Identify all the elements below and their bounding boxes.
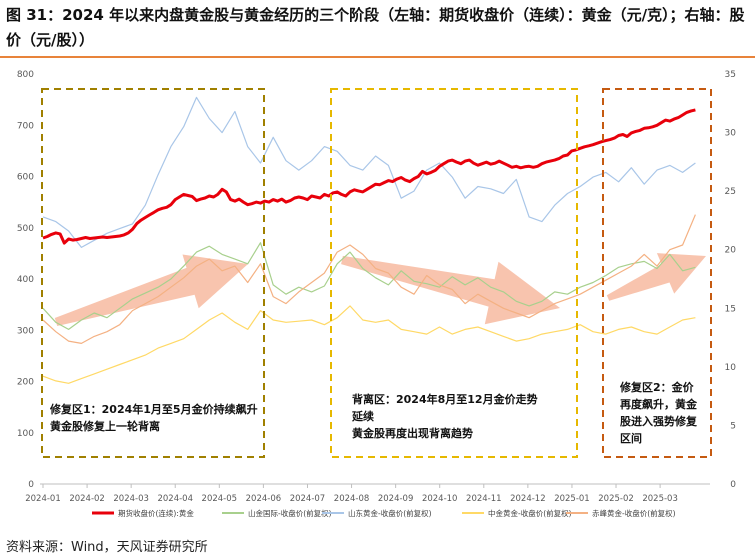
x-tick-label: 2024-10 xyxy=(422,494,458,504)
annotation-text: 黄金股修复上一轮背离 xyxy=(50,419,160,433)
x-tick-label: 2024-04 xyxy=(157,494,193,504)
y-left-tick-label: 200 xyxy=(17,378,34,388)
y-right-tick-label: 15 xyxy=(725,304,736,314)
x-tick-label: 2024-12 xyxy=(510,494,546,504)
x-tick-label: 2024-02 xyxy=(69,494,105,504)
y-left-tick-label: 100 xyxy=(17,429,34,439)
x-tick-label: 2024-08 xyxy=(334,494,370,504)
annotation-text: 股进入强势修复 xyxy=(620,414,698,428)
y-left-tick-label: 600 xyxy=(17,173,34,183)
source-note: 资料来源：Wind，天风证券研究所 xyxy=(6,540,208,555)
annotation-box xyxy=(41,88,265,458)
chart-legend: 期货收盘价(连续):黄金 山金国际-收盘价(前复权) 山东黄金-收盘价(前复权) 中金… xyxy=(92,508,676,518)
series-line xyxy=(42,305,696,384)
y-right-tick-label: 20 xyxy=(725,246,737,256)
y-right-tick-label: 25 xyxy=(725,187,736,197)
x-tick-label: 2024-01 xyxy=(25,494,61,504)
annotation-box xyxy=(330,88,578,458)
annotation-text: 区间 xyxy=(620,432,642,445)
x-tick-label: 2024-07 xyxy=(290,494,326,504)
y-right-tick-label: 10 xyxy=(725,363,737,373)
legend-label: 山东黄金-收盘价(前复权) xyxy=(348,508,432,518)
annotation-text: 再度飙升，黄金 xyxy=(620,397,698,411)
legend-label: 中金黄金-收盘价(前复权) xyxy=(488,508,572,518)
y-left-tick-label: 0 xyxy=(28,480,34,490)
annotation-text: 背离区：2024年8月至12月金价走势 xyxy=(352,392,538,406)
y-left-tick-label: 700 xyxy=(17,121,34,131)
y-left-tick-label: 500 xyxy=(17,224,34,234)
y-left-tick-label: 800 xyxy=(17,70,34,80)
series-lines xyxy=(42,96,696,384)
y-right-tick-label: 5 xyxy=(730,421,736,431)
x-tick-label: 2025-02 xyxy=(598,494,634,504)
title-divider xyxy=(0,56,755,58)
y-right-tick-label: 0 xyxy=(730,480,736,490)
trend-arrow xyxy=(606,253,706,301)
legend-label: 赤峰黄金-收盘价(前复权) xyxy=(592,508,676,518)
x-tick-label: 2025-03 xyxy=(642,494,678,504)
series-line xyxy=(42,242,696,330)
annotation-text: 延续 xyxy=(351,409,374,423)
chart-axes: 0 100 200 300 400 500 600 700 800 0 5 10 15 20 25 30 35 2… xyxy=(17,70,736,504)
series-line xyxy=(42,214,696,344)
annotation-text: 修复区2：金价 xyxy=(619,380,695,394)
annotation-box xyxy=(602,88,712,458)
y-left-tick-label: 400 xyxy=(17,275,34,285)
y-right-tick-label: 35 xyxy=(725,70,736,80)
legend-label: 山金国际-收盘价(前复权) xyxy=(248,508,332,518)
chart-title: 图 31：2024 年以来内盘黄金股与黄金经历的三个阶段（左轴：期货收盘价（连续… xyxy=(6,6,745,49)
x-tick-label: 2024-11 xyxy=(466,494,502,504)
series-line xyxy=(42,96,696,248)
annotation-text: 修复区1：2024年1月至5月金价持续飙升 xyxy=(49,402,258,416)
annotation-text: 黄金股再度出现背离趋势 xyxy=(352,426,473,440)
legend-label: 期货收盘价(连续):黄金 xyxy=(118,508,194,518)
x-tick-label: 2024-09 xyxy=(378,494,414,504)
x-tick-label: 2024-05 xyxy=(202,494,238,504)
y-right-tick-label: 30 xyxy=(725,129,737,139)
series-line xyxy=(42,108,696,245)
x-tick-label: 2024-06 xyxy=(246,494,282,504)
y-left-tick-label: 300 xyxy=(17,326,34,336)
trend-arrow xyxy=(341,255,560,325)
x-tick-label: 2024-03 xyxy=(113,494,149,504)
x-tick-label: 2025-01 xyxy=(554,494,590,504)
